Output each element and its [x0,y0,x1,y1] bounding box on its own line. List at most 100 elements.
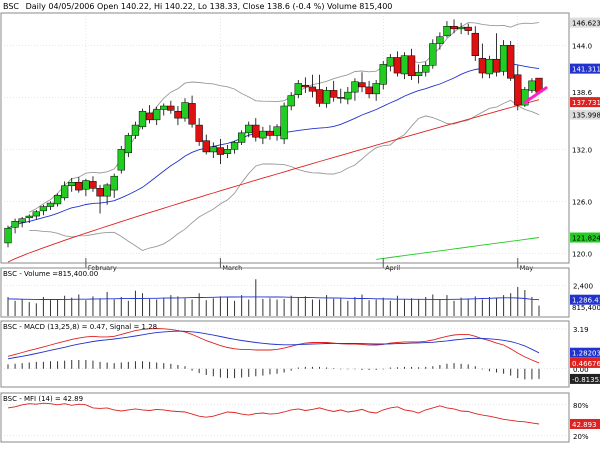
candle-up [230,140,239,154]
volume-ma-line [7,296,540,301]
candle-up [259,126,267,145]
candle-body [266,130,274,136]
macd-label-signal-bg [570,347,600,358]
candle-body [4,227,12,244]
candle-up [46,201,55,210]
candle-up [499,40,508,76]
macd-label-macd: 0.46676 [572,360,600,368]
candle-down [492,33,501,77]
macd-axis-labels: 3.19 0.00 1.28203 0.46676 -0.81353 [570,326,600,384]
macd-histogram [7,360,540,380]
candle-up [39,204,48,216]
candle-body [188,103,196,125]
candle-up [287,92,295,111]
candle-body [110,175,118,191]
candle-down [393,51,402,77]
candle-up [160,103,168,116]
candle-up [131,121,140,139]
volume-panel-frame [0,267,570,318]
candle-body [124,135,133,154]
candle-down [450,19,458,34]
candle-body [301,84,310,88]
candle-down [145,105,154,124]
candle-body [379,64,387,85]
price-tick-label: 120.0 [572,250,592,258]
candle-up [11,218,19,234]
candle-down [216,138,225,165]
candle-up [153,106,161,126]
candle-up [60,181,69,201]
candle-down [167,100,175,114]
price-tick-label: 144.0 [572,42,592,50]
macd-label-macd-bg [570,357,600,368]
candle-body [245,124,253,134]
candle-body [457,26,465,30]
candle-body [344,91,352,100]
mfi-series-line [7,402,540,425]
candle-body [485,58,494,75]
candle-down [174,106,182,126]
candle-body [528,80,536,91]
candle-body [478,58,487,74]
overlay-label-ma-long: 121.824 [572,235,600,243]
macd-label-signal: 1.28203 [572,350,600,358]
mfi-axis-labels: 80% 20% 42.893 [570,402,600,441]
candle-body [223,149,232,154]
macd-series-signal [7,330,540,360]
candle-body [167,105,175,111]
candle-up [372,80,380,101]
price-panel-frame [0,12,570,264]
candle-up [103,183,111,205]
candle-body [521,89,529,106]
candle-down [358,72,366,93]
candle-up [68,177,76,192]
candle-body [330,90,338,98]
candle-down [89,176,97,192]
candle-up [245,121,253,138]
candle-up [422,61,430,77]
candle-up [18,216,26,228]
candle-up [344,86,352,105]
candle-body [32,211,40,217]
moving-average-long-line [376,237,540,260]
overlay-label-ma-short: 141.311 [572,66,600,74]
overlay-label-ma-long-bg [570,232,600,243]
macd-label-hist-bg [570,373,600,384]
candle-up [82,178,90,197]
candle-body [174,110,182,119]
price-candles [4,19,543,248]
candle-body [315,89,324,104]
candle-down [365,80,373,99]
candle-body [492,58,501,73]
candle-body [103,184,111,197]
candle-body [514,74,522,106]
candle-up [294,80,302,99]
moving-average-mid-line [7,99,540,263]
candle-up [436,32,444,50]
candle-body [138,110,147,128]
macd-title: BSC - MACD (13,25,8) = 0.47, Signal = 1.… [3,323,157,331]
candle-down [471,26,479,61]
header-symbol: BSC [3,2,19,11]
volume-last-label: 815,400 [572,304,600,312]
candle-body [294,83,302,95]
candle-down [478,43,487,79]
macd-panel-frame [0,320,570,388]
candle-up [280,102,288,145]
overlay-label-bb-upper: 146.623 [572,20,600,28]
candle-body [365,86,373,95]
candle-body [75,182,83,191]
candle-body [252,124,260,138]
candle-up [4,225,12,248]
candle-down [75,177,83,193]
candle-up [237,130,246,145]
candle-down [507,41,515,81]
candle-up [528,78,536,93]
macd-series-macd [7,328,540,364]
candle-up [379,60,387,90]
mfi-tick-label: 80% [573,402,589,410]
mfi-current-label-bg [570,418,600,429]
candle-up [181,98,189,122]
